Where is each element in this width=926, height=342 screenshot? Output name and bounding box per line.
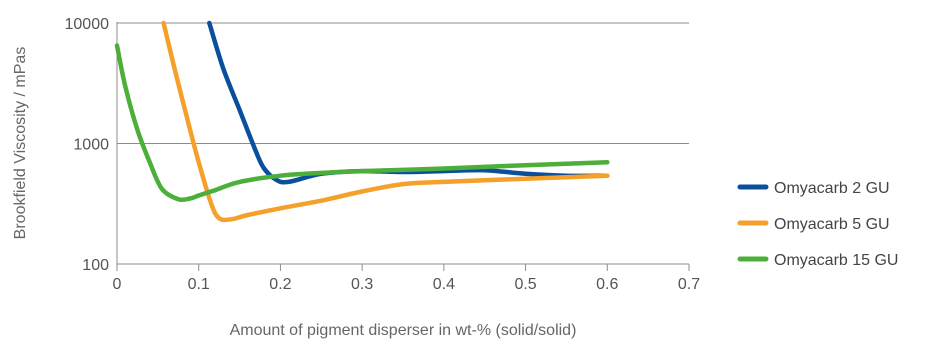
x-tick-label-0.3: 0.3 <box>351 276 373 293</box>
x-tick-label-0.1: 0.1 <box>188 276 210 293</box>
y-tick-labels: 100 1000 10000 <box>65 16 110 274</box>
x-tick-label-0.7: 0.7 <box>678 276 700 293</box>
x-tick-label-0.5: 0.5 <box>514 276 536 293</box>
y-tick-label-100: 100 <box>82 257 109 274</box>
y-tick-label-1000: 1000 <box>73 137 109 154</box>
y-axis-title: Brookfield Viscosity / mPas <box>12 47 29 240</box>
series-line-omyacarb-5-gu <box>161 20 610 223</box>
x-tick-label-0: 0 <box>113 276 122 293</box>
x-tick-label-0.2: 0.2 <box>269 276 291 293</box>
gridlines <box>116 22 690 271</box>
y-tick-label-10000: 10000 <box>65 16 110 33</box>
x-tick-labels: 0 0.1 0.2 0.3 0.4 0.5 0.6 0.7 <box>113 276 701 293</box>
legend: Omyacarb 2 GU Omyacarb 5 GU Omyacarb 15 GU <box>737 180 898 269</box>
series-lines <box>114 20 610 223</box>
series-line-omyacarb-2-gu <box>207 20 610 185</box>
series-line-omyacarb-15-gu <box>114 43 610 203</box>
x-tick-label-0.4: 0.4 <box>433 276 455 293</box>
legend-label-omyacarb-2-gu: Omyacarb 2 GU <box>774 180 890 197</box>
legend-label-omyacarb-15-gu: Omyacarb 15 GU <box>774 252 898 269</box>
legend-label-omyacarb-5-gu: Omyacarb 5 GU <box>774 216 890 233</box>
x-axis-title: Amount of pigment disperser in wt-% (sol… <box>230 322 577 339</box>
x-tick-label-0.6: 0.6 <box>596 276 618 293</box>
